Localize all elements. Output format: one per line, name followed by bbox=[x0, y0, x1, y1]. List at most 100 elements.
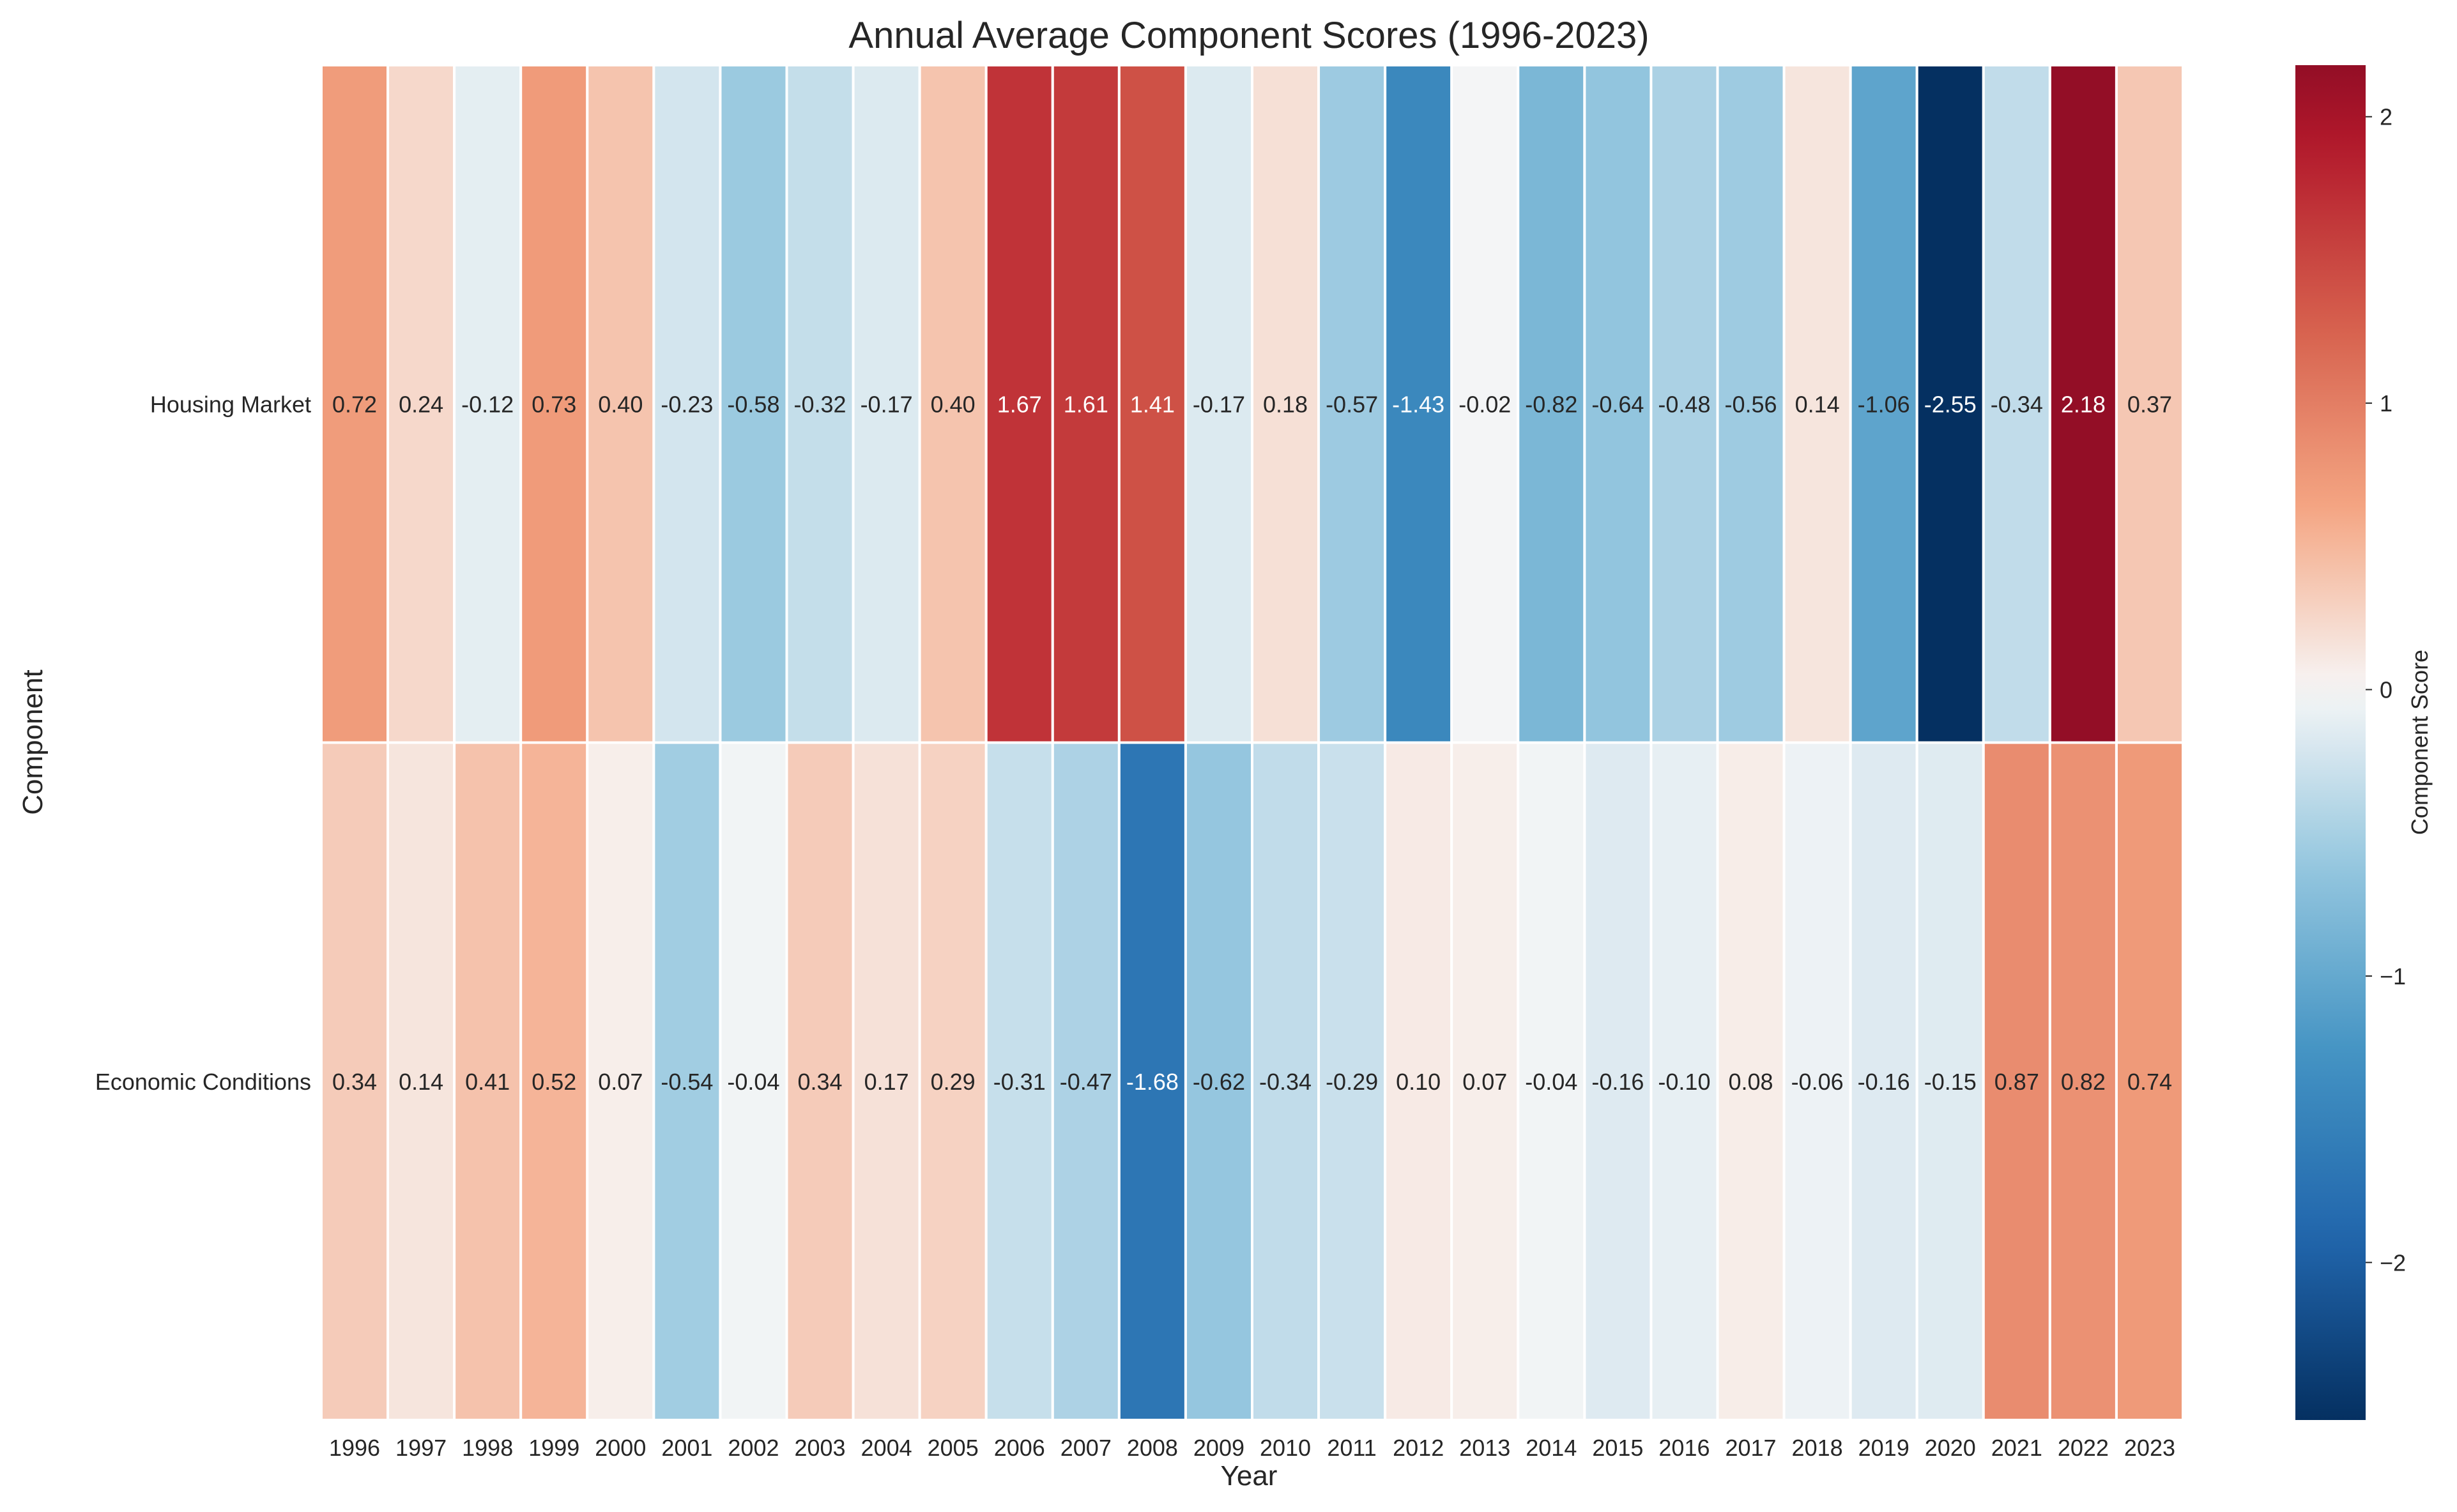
row-labels: Housing Market Economic Conditions bbox=[95, 391, 311, 1095]
colorbar: 2 1 0 −1 −2 Component Score bbox=[2295, 65, 2433, 1420]
cell-value-label: -0.82 bbox=[1525, 391, 1577, 417]
heatmap-cell bbox=[785, 741, 855, 1421]
cell-value-label: 0.72 bbox=[332, 391, 377, 417]
heatmap-cell bbox=[852, 741, 921, 1421]
heatmap-cell bbox=[652, 741, 722, 1421]
column-label: 2014 bbox=[1526, 1435, 1577, 1461]
cell-value-label: -0.62 bbox=[1193, 1069, 1245, 1095]
heatmap-cell bbox=[984, 741, 1054, 1421]
colorbar-label: Component Score bbox=[2407, 650, 2433, 835]
row-label: Economic Conditions bbox=[95, 1069, 311, 1095]
cell-value-label: 0.18 bbox=[1263, 391, 1308, 417]
column-label: 1996 bbox=[329, 1435, 380, 1461]
colorbar-tick-label: 0 bbox=[2380, 677, 2392, 703]
column-label: 2021 bbox=[1991, 1435, 2042, 1461]
cell-value-label: -0.02 bbox=[1458, 391, 1511, 417]
heatmap-cell bbox=[1117, 741, 1187, 1421]
colorbar-tick-label: 2 bbox=[2380, 104, 2392, 130]
cell-value-label: 0.40 bbox=[931, 391, 976, 417]
heatmap-cell bbox=[1450, 64, 1520, 744]
column-label: 2011 bbox=[1327, 1435, 1376, 1461]
cell-value-label: -0.64 bbox=[1591, 391, 1644, 417]
heatmap-cell bbox=[387, 64, 456, 744]
column-label: 1997 bbox=[395, 1435, 447, 1461]
cell-value-label: -0.15 bbox=[1924, 1069, 1977, 1095]
heatmap-cell bbox=[1782, 741, 1852, 1421]
colorbar-ticks: 2 1 0 −1 −2 bbox=[2366, 104, 2406, 1276]
cell-value-label: 0.14 bbox=[1795, 391, 1840, 417]
cell-value-label: -0.04 bbox=[727, 1069, 779, 1095]
heatmap-cell bbox=[1716, 741, 1786, 1421]
heatmap-cell bbox=[1251, 741, 1320, 1421]
cell-value-label: -0.47 bbox=[1060, 1069, 1112, 1095]
colorbar-gradient bbox=[2295, 65, 2366, 1420]
cell-value-label: -0.06 bbox=[1791, 1069, 1844, 1095]
column-label: 2001 bbox=[661, 1435, 712, 1461]
cell-value-label: 0.41 bbox=[465, 1069, 510, 1095]
heatmap-cell bbox=[1517, 64, 1586, 744]
heatmap-cell bbox=[1317, 64, 1387, 744]
heatmap-cell bbox=[1184, 64, 1254, 744]
y-axis-label: Component bbox=[17, 669, 49, 814]
heatmap-cell bbox=[1051, 741, 1121, 1421]
cell-value-label: 0.24 bbox=[399, 391, 443, 417]
heatmap-cell bbox=[453, 741, 523, 1421]
cell-value-label: -0.58 bbox=[727, 391, 779, 417]
cell-value-label: -0.12 bbox=[461, 391, 514, 417]
cell-value-label: 0.10 bbox=[1396, 1069, 1441, 1095]
cell-value-label: -0.34 bbox=[1991, 391, 2043, 417]
column-label: 2006 bbox=[994, 1435, 1045, 1461]
column-label: 2009 bbox=[1193, 1435, 1244, 1461]
cell-value-label: 0.73 bbox=[532, 391, 576, 417]
cell-value-label: -0.31 bbox=[993, 1069, 1046, 1095]
cell-value-label: -0.54 bbox=[661, 1069, 713, 1095]
cell-value-label: -0.32 bbox=[794, 391, 846, 417]
cell-value-label: 0.34 bbox=[332, 1069, 377, 1095]
column-label: 2013 bbox=[1459, 1435, 1510, 1461]
column-label: 1998 bbox=[462, 1435, 513, 1461]
cell-value-label: 0.29 bbox=[931, 1069, 976, 1095]
cell-value-label: -1.43 bbox=[1392, 391, 1444, 417]
cell-value-label: 0.40 bbox=[598, 391, 643, 417]
cell-value-label: 0.14 bbox=[399, 1069, 443, 1095]
cell-value-label: -1.68 bbox=[1126, 1069, 1179, 1095]
heatmap-cell bbox=[918, 64, 988, 744]
column-labels: 1996 1997 1998 1999 2000 2001 2002 2003 2004 2005… bbox=[329, 1435, 2175, 1461]
heatmap-cell bbox=[2115, 64, 2184, 744]
heatmap-cell bbox=[1583, 64, 1653, 744]
column-label: 2008 bbox=[1127, 1435, 1178, 1461]
heatmap-cell bbox=[320, 741, 390, 1421]
cell-value-label: -0.23 bbox=[661, 391, 713, 417]
cell-value-label: 0.87 bbox=[1994, 1069, 2039, 1095]
cell-value-label: 0.17 bbox=[864, 1069, 909, 1095]
heatmap-cell bbox=[2048, 64, 2118, 744]
heatmap-cell bbox=[1450, 741, 1520, 1421]
cell-value-label: 0.82 bbox=[2061, 1069, 2106, 1095]
cell-value-label: 0.52 bbox=[532, 1069, 576, 1095]
column-label: 1999 bbox=[528, 1435, 579, 1461]
column-label: 2000 bbox=[595, 1435, 646, 1461]
cell-value-label: -0.56 bbox=[1725, 391, 1777, 417]
column-label: 2015 bbox=[1592, 1435, 1643, 1461]
cell-value-label: -2.55 bbox=[1924, 391, 1977, 417]
cell-value-label: -0.16 bbox=[1591, 1069, 1644, 1095]
heatmap-cell bbox=[1184, 741, 1254, 1421]
colorbar-tick-label: 1 bbox=[2380, 390, 2392, 416]
heatmap-cell bbox=[2115, 741, 2184, 1421]
heatmap-cell bbox=[1384, 64, 1453, 744]
column-label: 2012 bbox=[1393, 1435, 1444, 1461]
colorbar-tick-label: −2 bbox=[2380, 1249, 2406, 1276]
column-label: 2022 bbox=[2058, 1435, 2109, 1461]
cell-value-label: -0.34 bbox=[1259, 1069, 1312, 1095]
cell-value-label: -1.06 bbox=[1858, 391, 1910, 417]
column-label: 2017 bbox=[1725, 1435, 1776, 1461]
column-label: 2004 bbox=[861, 1435, 912, 1461]
cell-value-label: -0.17 bbox=[861, 391, 913, 417]
row-label: Housing Market bbox=[150, 391, 311, 417]
cell-value-label: 0.37 bbox=[2127, 391, 2172, 417]
cell-value-label: 1.41 bbox=[1130, 391, 1175, 417]
cell-value-label: 2.18 bbox=[2061, 391, 2106, 417]
heatmap-cell bbox=[1716, 64, 1786, 744]
cell-value-label: -0.04 bbox=[1525, 1069, 1577, 1095]
